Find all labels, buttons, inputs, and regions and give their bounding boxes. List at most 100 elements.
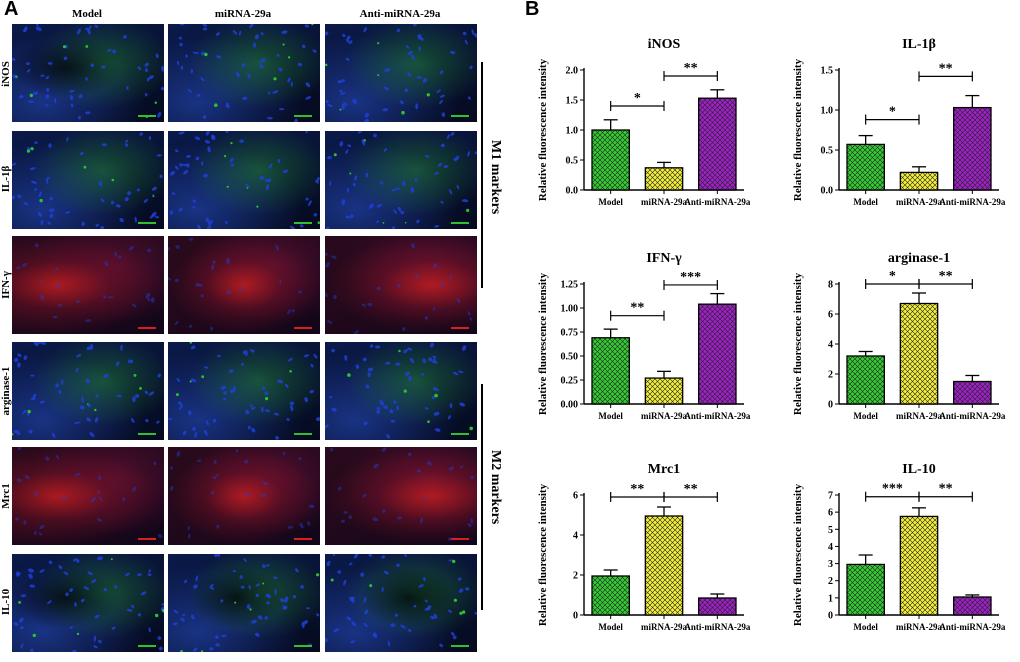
scale-bar [294, 538, 312, 540]
micrograph-texture [12, 342, 161, 438]
x-tick-label: miRNA-29a [896, 411, 942, 421]
x-tick-label: Anti-miRNA-29a [939, 197, 1005, 207]
y-tick-label: 2 [828, 370, 833, 381]
panel-b-letter: B [525, 0, 540, 20]
scale-bar [138, 222, 156, 224]
bar-model [591, 337, 630, 405]
x-tick-label: Model [853, 622, 878, 632]
micrograph-texture [12, 132, 163, 229]
scale-bar [451, 222, 469, 224]
scale-bar [138, 645, 156, 647]
chart-title: Mrc1 [648, 462, 680, 477]
micrograph-texture [169, 131, 320, 229]
significance-marker: * [634, 91, 641, 106]
scale-bar [451, 327, 469, 329]
x-tick-label: Model [598, 622, 623, 632]
y-tick-label: 6 [828, 310, 833, 321]
bar-model [846, 563, 885, 616]
scale-bar [294, 327, 312, 329]
m2-group-label: M2 markers [488, 450, 503, 525]
micrograph-ifn-mirna-29a [168, 236, 320, 334]
chart-title: IL-10 [902, 462, 935, 477]
bar-mirna-29a [899, 515, 939, 616]
y-axis-label: Relative fluorescence intensity [537, 58, 549, 201]
bar-mirna-29a [899, 171, 939, 191]
significance-marker: *** [882, 482, 903, 497]
x-tick-label: Model [598, 411, 623, 421]
scale-bar [451, 645, 469, 647]
micrograph-texture [15, 447, 163, 538]
x-tick-label: miRNA-29a [641, 197, 687, 207]
bar-model [846, 143, 885, 191]
significance-marker: ** [684, 61, 698, 76]
x-tick-label: miRNA-29a [896, 622, 942, 632]
bar-anti-mirna-29a [698, 597, 737, 616]
x-tick-label: miRNA-29a [641, 411, 687, 421]
y-tick-label: 0.0 [566, 186, 579, 197]
y-tick-label: 0.50 [561, 352, 579, 363]
significance-marker: ** [630, 301, 644, 316]
bar-chart-6: IL-10 Relative fluorescence intensity 0 1 2 3… [792, 462, 1006, 632]
scale-bar [294, 222, 312, 224]
bar-anti-mirna-29a [698, 97, 737, 191]
y-tick-label: 4 [573, 531, 578, 542]
significance-marker: *** [680, 270, 701, 285]
column-header-model: Model [72, 8, 102, 20]
y-tick-label: 0.0 [821, 186, 834, 197]
bar-mirna-29a [644, 167, 684, 191]
micrograph-texture [325, 342, 473, 439]
m2-group-bracket [481, 384, 483, 610]
micrograph-arginase-1-anti-mirna-29a [325, 342, 477, 440]
y-tick-label: 0.25 [561, 376, 579, 387]
bar-anti-mirna-29a [953, 106, 992, 191]
micrograph-inos-mirna-29a [168, 24, 320, 122]
scale-bar [138, 538, 156, 540]
micrograph-il-1-model [12, 131, 164, 229]
bar-chart-5: Mrc1 Relative fluorescence intensity 0 2 4 6 M… [537, 462, 751, 632]
y-tick-label: 6 [573, 491, 578, 502]
x-tick-label: Model [853, 411, 878, 421]
micrograph-texture [168, 237, 303, 331]
micrograph-mrc1-anti-mirna-29a [325, 447, 477, 545]
y-axis-label: Relative fluorescence intensity [792, 58, 804, 201]
bar-chart-3: IFN-γ Relative fluorescence intensity 0.00… [537, 251, 751, 421]
y-tick-label: 3 [828, 559, 833, 570]
y-tick-label: 2 [573, 571, 578, 582]
significance-marker: ** [939, 482, 953, 497]
y-tick-label: 5 [828, 525, 833, 536]
bar-chart-4: arginase-1 Relative fluorescence intensit… [792, 251, 1006, 421]
x-tick-label: Anti-miRNA-29a [684, 622, 750, 632]
micrograph-texture [168, 342, 320, 440]
micrograph-inos-anti-mirna-29a [325, 24, 477, 122]
micrograph-texture [172, 554, 320, 652]
scale-bar [451, 538, 469, 540]
x-tick-label: Anti-miRNA-29a [684, 411, 750, 421]
micrograph-texture [12, 24, 164, 120]
micrograph-texture [326, 131, 477, 229]
significance-marker: * [889, 105, 896, 120]
scale-bar [451, 433, 469, 435]
bar-anti-mirna-29a [953, 380, 992, 405]
micrograph-arginase-1-model [12, 342, 164, 440]
bar-anti-mirna-29a [953, 596, 992, 616]
y-tick-label: 0 [828, 611, 833, 622]
y-tick-label: 4 [828, 542, 833, 553]
y-tick-label: 0.00 [561, 400, 579, 411]
significance-marker: ** [939, 269, 953, 284]
bar-anti-mirna-29a [698, 303, 737, 405]
y-tick-label: 1.0 [821, 106, 834, 117]
micrograph-ifn-model [12, 236, 164, 334]
x-tick-label: Anti-miRNA-29a [939, 411, 1005, 421]
m1-group-bracket [481, 62, 483, 288]
y-tick-label: 0 [573, 611, 578, 622]
bar-chart-1: iNOS Relative fluorescence intensity 0.0 0.… [537, 37, 751, 207]
bar-model [591, 575, 630, 616]
bar-model [591, 129, 630, 191]
y-tick-label: 1.00 [561, 304, 579, 315]
micrograph-texture [325, 242, 473, 334]
micrograph-texture [325, 24, 477, 122]
x-tick-label: Anti-miRNA-29a [684, 197, 750, 207]
column-header-anti-mirna-29a: Anti-miRNA-29a [359, 8, 441, 20]
bar-model [846, 355, 885, 405]
column-header-mirna-29a: miRNA-29a [214, 8, 272, 20]
